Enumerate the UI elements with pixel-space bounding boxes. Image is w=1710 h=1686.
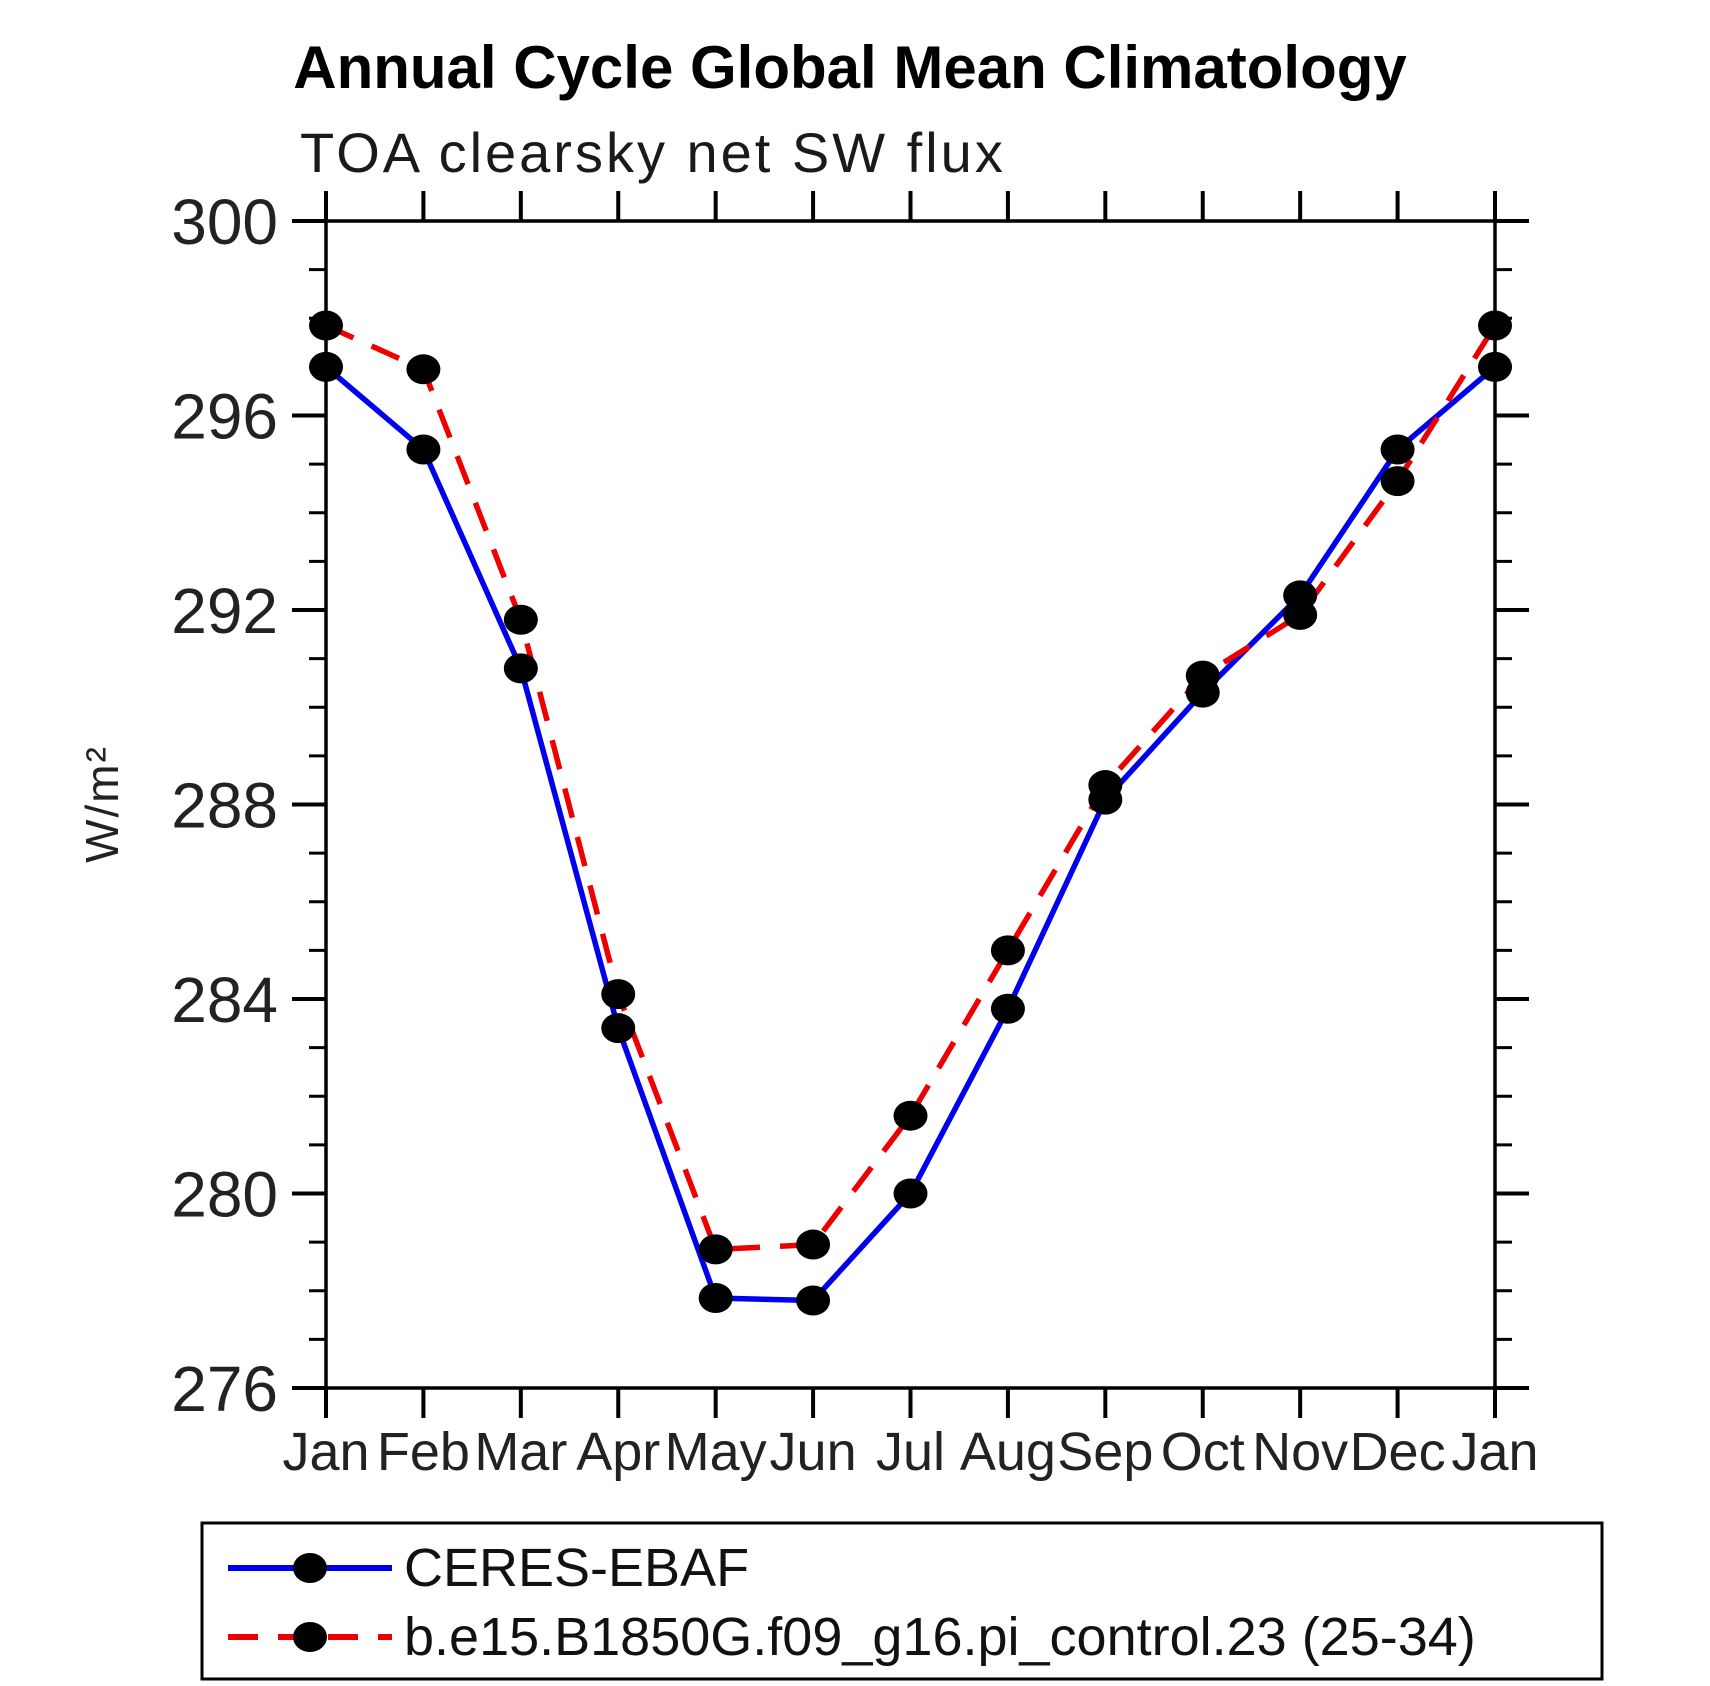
legend-label-ceres: CERES-EBAF bbox=[404, 1538, 749, 1598]
x-tick-label: Sep bbox=[1057, 1422, 1153, 1482]
data-point-marker bbox=[698, 1234, 733, 1265]
data-point-marker bbox=[990, 935, 1025, 966]
x-tick-label: Aug bbox=[960, 1422, 1056, 1482]
x-tick-label: Jul bbox=[876, 1422, 945, 1482]
series-line-ceres bbox=[324, 364, 1497, 1304]
x-tick-label: Nov bbox=[1252, 1422, 1348, 1482]
data-point-marker bbox=[503, 604, 538, 635]
data-point-marker bbox=[796, 1285, 831, 1316]
y-tick-label: 300 bbox=[171, 186, 278, 258]
y-tick-label: 288 bbox=[171, 770, 278, 842]
legend: CERES-EBAF b.e15.B1850G.f09_g16.pi_contr… bbox=[200, 1521, 1604, 1681]
y-axis-label: W/m² bbox=[76, 745, 128, 863]
data-point-marker bbox=[309, 310, 343, 341]
data-point-marker bbox=[1380, 434, 1415, 465]
legend-marker-ceres-dot-icon bbox=[293, 1553, 327, 1583]
x-tick-label: Jan bbox=[1451, 1422, 1538, 1482]
chart-subtitle: TOA clearsky net SW flux bbox=[300, 121, 1006, 184]
data-point-marker bbox=[1478, 351, 1512, 382]
x-tick-label: Feb bbox=[377, 1422, 470, 1482]
data-point-marker bbox=[503, 653, 538, 684]
data-point-marker bbox=[1380, 466, 1415, 497]
plot-border bbox=[324, 219, 1497, 1390]
data-point-marker bbox=[1283, 599, 1318, 630]
x-tick-label: Jan bbox=[282, 1422, 369, 1482]
data-point-marker bbox=[698, 1283, 733, 1314]
data-point-marker bbox=[601, 979, 636, 1010]
data-point-marker bbox=[990, 993, 1025, 1024]
y-tick-label: 280 bbox=[171, 1159, 278, 1231]
data-point-marker bbox=[1088, 770, 1123, 801]
x-tick-label: Apr bbox=[576, 1422, 660, 1482]
x-tick-label: May bbox=[665, 1422, 767, 1482]
y-tick-label: 276 bbox=[171, 1353, 278, 1425]
y-tick-label: 284 bbox=[171, 964, 278, 1036]
chart-title: Annual Cycle Global Mean Climatology bbox=[293, 34, 1407, 101]
data-point-marker bbox=[406, 434, 441, 465]
x-tick-label: Mar bbox=[474, 1422, 567, 1482]
data-point-marker bbox=[893, 1100, 928, 1131]
data-point-marker bbox=[893, 1178, 928, 1209]
y-tick-label: 292 bbox=[171, 575, 278, 647]
data-point-marker bbox=[1478, 310, 1512, 341]
x-tick-label: Oct bbox=[1161, 1422, 1245, 1482]
x-tick-label: Jun bbox=[770, 1422, 857, 1482]
legend-box bbox=[200, 1521, 1604, 1681]
x-tick-label: Dec bbox=[1350, 1422, 1446, 1482]
data-point-marker bbox=[1185, 660, 1220, 691]
y-tick-label: 296 bbox=[171, 381, 278, 453]
series-layer bbox=[309, 310, 1512, 1316]
axis-layer: Jan Feb Mar Apr May Jun Jul Aug Sep Oct Nov Dec Jan2… bbox=[171, 186, 1538, 1482]
data-point-marker bbox=[406, 354, 441, 385]
legend-marker-model-dot-icon bbox=[293, 1622, 327, 1652]
data-point-marker bbox=[601, 1013, 636, 1044]
legend-label-model: b.e15.B1850G.f09_g16.pi_control.23 (25-3… bbox=[404, 1607, 1476, 1667]
data-point-marker bbox=[796, 1229, 831, 1260]
data-point-marker bbox=[309, 351, 343, 382]
